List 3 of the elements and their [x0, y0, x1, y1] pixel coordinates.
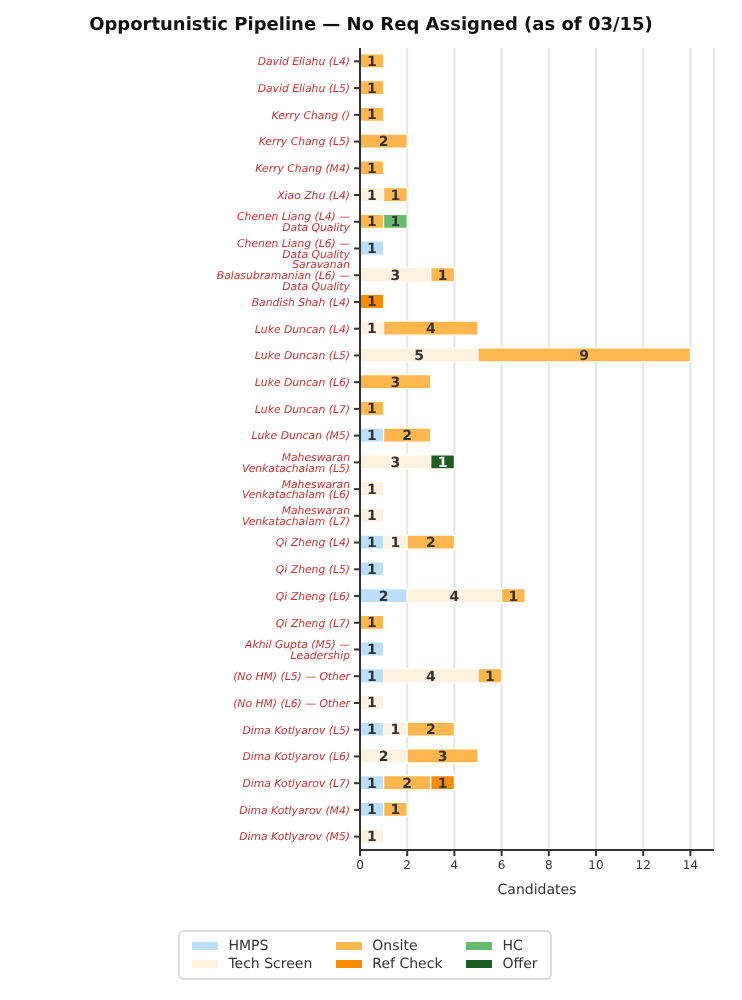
bar: [360, 374, 432, 390]
chart-title: Opportunistic Pipeline — No Req Assigned (as of 03/15): [87, 16, 655, 36]
bar: [360, 133, 408, 149]
